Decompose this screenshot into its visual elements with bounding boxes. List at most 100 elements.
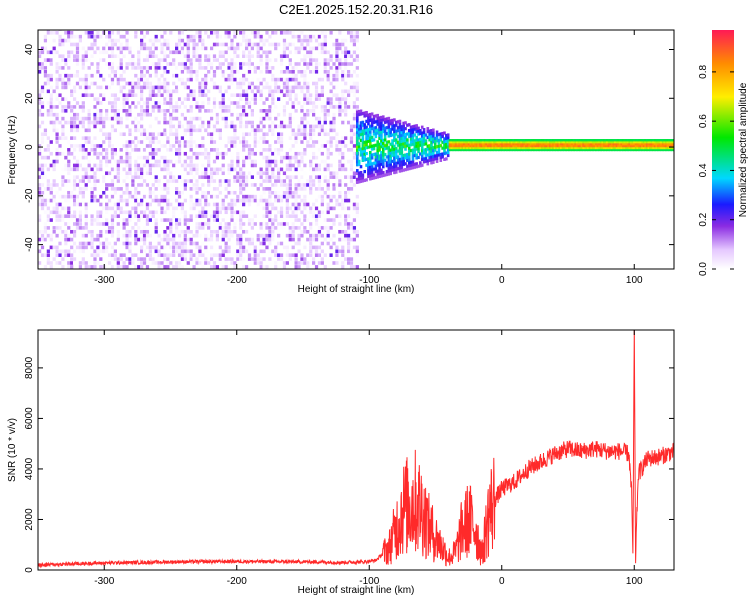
spectrogram-cell — [518, 146, 521, 150]
spectrogram-cell — [357, 142, 361, 146]
spectrogram-cell — [542, 148, 545, 152]
spectrogram-cell — [175, 148, 179, 152]
spectrogram-cell — [195, 214, 199, 218]
spectrogram-cell — [78, 245, 83, 250]
spectrogram-cell — [105, 249, 109, 254]
spectrogram-cell — [383, 117, 387, 121]
spectrogram-cell — [539, 140, 542, 144]
spectrogram-cell — [87, 93, 91, 98]
spectrogram-cell — [189, 159, 193, 164]
spectrogram-cell — [125, 241, 129, 246]
spectrogram-cell — [166, 38, 170, 43]
spectrogram-cell — [137, 265, 141, 269]
spectrogram-cell — [142, 249, 147, 254]
spectrogram-cell — [370, 176, 374, 181]
spectrogram-cell — [250, 30, 254, 35]
spectrogram-cell — [107, 136, 112, 140]
spectrogram-cell — [485, 146, 488, 150]
spectrogram-cell — [90, 265, 94, 269]
spectrogram-cell — [204, 171, 208, 176]
spectrogram-cell — [180, 253, 185, 257]
spectrogram-cell — [464, 146, 467, 150]
spectrogram-cell — [411, 154, 415, 158]
spectrogram-cell — [380, 171, 383, 175]
spectrogram-cell — [341, 198, 345, 203]
spectrogram-cell — [204, 81, 208, 86]
spectrogram-cell — [61, 128, 65, 133]
spectrogram-cell — [539, 139, 542, 142]
spectrogram-cell — [512, 146, 515, 150]
spectrogram-cell — [224, 233, 228, 238]
spectrogram-cell — [61, 42, 65, 47]
spectrogram-cell — [145, 148, 150, 152]
spectrogram-cell — [542, 140, 545, 144]
spectrogram-cell — [338, 175, 342, 179]
spectrogram-cell — [398, 140, 402, 144]
spectrogram-cell — [195, 233, 199, 238]
spectrogram-cell — [542, 139, 545, 142]
spectrogram-cell — [84, 261, 88, 265]
spectrogram-cell — [349, 179, 354, 183]
spectrogram-cell — [406, 167, 409, 171]
spectrogram-cell — [93, 265, 97, 269]
spectrogram-cell — [544, 148, 547, 152]
spectrogram-cell — [145, 202, 150, 207]
spectrogram-cell — [189, 218, 193, 222]
spectrogram-cell — [122, 105, 126, 109]
spectrogram-cell — [625, 142, 628, 146]
spectrogram-cell — [75, 226, 80, 230]
spectrogram-cell — [189, 62, 193, 66]
spectrogram-cell — [496, 140, 499, 144]
spectrogram-cell — [58, 241, 62, 246]
spectrogram-cell — [378, 157, 381, 161]
spectrogram-cell — [247, 81, 252, 86]
spectrogram-cell — [265, 58, 269, 62]
spectrogram-cell — [215, 218, 220, 222]
spectrogram-cell — [224, 34, 228, 39]
spectrogram-cell — [70, 112, 74, 117]
spectrogram-cell — [93, 97, 97, 101]
spectrogram-cell — [332, 194, 336, 199]
spectrogram-cell — [224, 245, 228, 250]
spectrogram-cell — [572, 144, 575, 148]
spectrogram-cell — [207, 120, 211, 125]
spectrogram-cell — [96, 30, 100, 35]
spectrogram-cell — [99, 93, 103, 98]
spectrogram-cell — [314, 167, 319, 172]
spectrogram-cell — [332, 183, 336, 187]
spectrogram-cell — [422, 139, 426, 143]
spectrogram-cell — [230, 77, 234, 82]
spectrogram-cell — [279, 257, 284, 261]
spectrogram-cell — [145, 54, 150, 58]
spectrogram-cell — [323, 50, 327, 55]
spectrogram-cell — [428, 129, 431, 133]
spectrogram-cell — [402, 139, 405, 143]
spectrogram-cell — [352, 34, 357, 39]
spectrogram-cell — [204, 93, 208, 98]
spectrogram-cell — [192, 42, 196, 47]
spectrogram-cell — [312, 69, 316, 74]
spectrogram-cell — [448, 140, 451, 144]
spectrogram-cell — [359, 176, 363, 181]
spectrogram-cell — [309, 159, 313, 164]
spectrogram-cell — [262, 265, 266, 269]
spectrogram-cell — [303, 97, 307, 101]
spectrogram-cell — [256, 175, 260, 179]
spectrogram-cell — [394, 138, 398, 142]
spectrogram-cell — [636, 144, 639, 148]
spectrogram-cell — [285, 233, 289, 238]
spectrogram-cell — [140, 167, 144, 172]
spectrogram-cell — [239, 97, 243, 101]
spectrogram-cell — [227, 167, 231, 172]
spectrogram-cell — [323, 58, 327, 62]
spectrogram-cell — [107, 116, 112, 121]
spectrogram-cell — [99, 85, 103, 90]
spectrogram-cell — [207, 175, 211, 179]
spectrogram-cell — [192, 233, 196, 238]
spectrogram-cell — [504, 148, 507, 152]
spectrogram-cell — [128, 105, 132, 109]
spectrogram-cell — [233, 34, 237, 39]
spectrogram-cell — [291, 155, 295, 160]
spectrogram-cell — [90, 148, 94, 152]
spectrogram-cell — [352, 69, 357, 74]
